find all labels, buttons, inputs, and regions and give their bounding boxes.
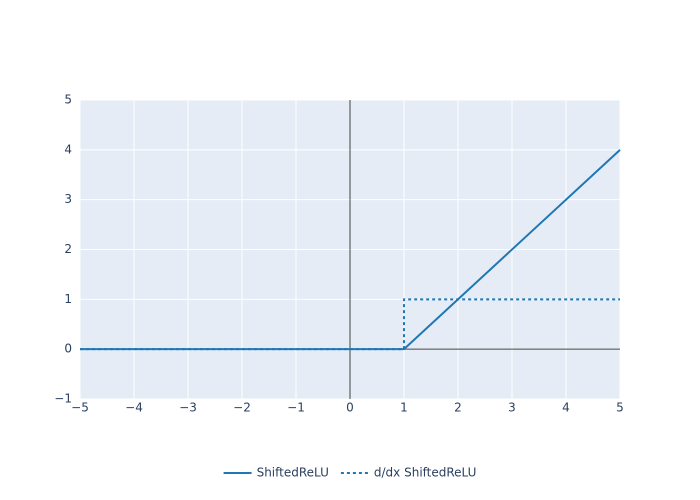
x-tick-label: −3 xyxy=(179,401,197,415)
x-tick-label: 1 xyxy=(400,401,408,415)
y-tick-label: −1 xyxy=(54,392,72,406)
x-tick-label: −2 xyxy=(233,401,251,415)
x-tick-label: 4 xyxy=(562,401,570,415)
y-tick-label: 2 xyxy=(64,242,72,256)
legend: ShiftedReLU d/dx ShiftedReLU xyxy=(223,466,477,480)
x-tick-label: 3 xyxy=(508,401,516,415)
y-tick-label: 5 xyxy=(64,93,72,107)
y-tick-label: 1 xyxy=(64,292,72,306)
x-tick-label: 2 xyxy=(454,401,462,415)
legend-label: d/dx ShiftedReLU xyxy=(374,466,477,480)
x-tick-label: 5 xyxy=(616,401,624,415)
series-line xyxy=(80,298,620,351)
y-tick-label: 0 xyxy=(64,342,72,356)
x-tick-label: −5 xyxy=(71,401,89,415)
x-tick-label: −4 xyxy=(125,401,143,415)
y-tick-label: 3 xyxy=(64,192,72,206)
x-tick-label: 0 xyxy=(346,401,354,415)
x-tick-label: −1 xyxy=(287,401,305,415)
y-tick-label: 4 xyxy=(64,142,72,156)
legend-label: ShiftedReLU xyxy=(257,466,329,480)
